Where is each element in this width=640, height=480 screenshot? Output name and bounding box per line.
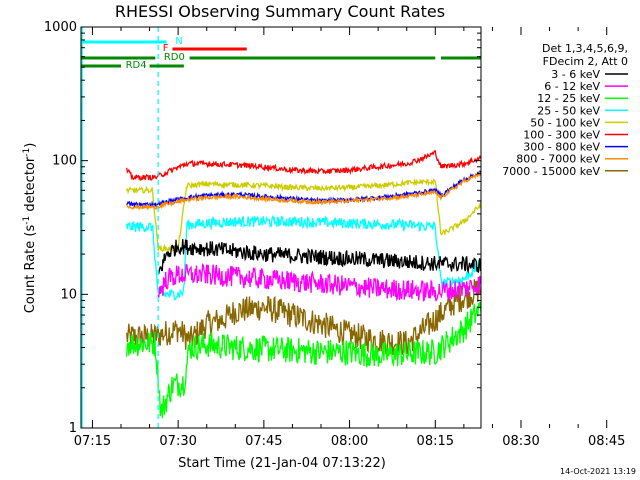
series-line-4: [126, 178, 481, 252]
legend-label: 6 - 12 keV: [544, 80, 600, 93]
plot-area: [81, 27, 481, 428]
y-axis-label: Count Rate (s-1 detector-1): [22, 143, 38, 314]
series-line-8: [126, 278, 481, 357]
y-axis-label-sup2: -1: [22, 148, 32, 157]
y-tick-label: 1: [69, 421, 77, 436]
y-axis-label-sup1: -1: [22, 216, 32, 225]
series-line-1: [157, 262, 481, 302]
legend: Det 1,3,4,5,6,9, FDecim 2, Att 0 3 - 6 k…: [502, 42, 628, 178]
y-tick-label: 10: [60, 287, 77, 302]
legend-label: 7000 - 15000 keV: [502, 165, 600, 178]
series-line-7: [126, 170, 481, 211]
legend-label: 100 - 300 keV: [523, 129, 600, 142]
series-lines: [126, 150, 481, 419]
series-line-2: [126, 301, 481, 419]
night-label: N: [175, 36, 182, 47]
x-tick-label: 07:15: [74, 434, 111, 449]
series-line-5: [126, 150, 481, 181]
y-axis-label-main: Count Rate (s: [23, 225, 38, 314]
legend-label: 25 - 50 keV: [537, 104, 600, 117]
rd4-label: RD4: [126, 60, 147, 71]
flare-label: F: [163, 43, 169, 54]
y-tick-label: 1000: [44, 20, 77, 35]
x-tick-label: 07:45: [245, 434, 282, 449]
legend-label: 3 - 6 keV: [551, 68, 600, 81]
rd0-label: RD0: [164, 52, 185, 63]
series-line-0: [158, 239, 481, 274]
y-tick-label: 100: [52, 154, 77, 169]
chart-title: RHESSI Observing Summary Count Rates: [115, 2, 445, 21]
series-line-6: [126, 170, 481, 209]
plot-frame: [80, 26, 482, 429]
series-line-3: [126, 214, 481, 301]
x-axis-label: Start Time (21-Jan-04 07:13:22): [178, 456, 386, 471]
x-axis: 07:15 07:30 07:45 08:00 08:15 08:30 08:45: [74, 27, 625, 449]
legend-header-line1: Det 1,3,4,5,6,9,: [542, 42, 628, 55]
legend-header-line2: FDecim 2, Att 0: [543, 55, 628, 68]
legend-label: 50 - 100 keV: [530, 116, 600, 129]
x-tick-label: 08:15: [417, 434, 454, 449]
x-tick-label: 08:30: [502, 434, 539, 449]
legend-label: 12 - 25 keV: [537, 92, 600, 105]
timestamp: 14-Oct-2021 13:19: [560, 467, 636, 476]
y-axis-label-mid: detector: [23, 156, 38, 216]
x-tick-label: 08:00: [331, 434, 368, 449]
y-axis-label-end: ): [23, 143, 38, 148]
flag-bars: [81, 40, 481, 68]
legend-label: 300 - 800 keV: [523, 141, 600, 154]
legend-label: 800 - 7000 keV: [516, 153, 600, 166]
x-tick-label: 07:30: [159, 434, 196, 449]
y-axis: 1 10 100 1000: [44, 20, 481, 436]
x-tick-label: 08:45: [588, 434, 625, 449]
